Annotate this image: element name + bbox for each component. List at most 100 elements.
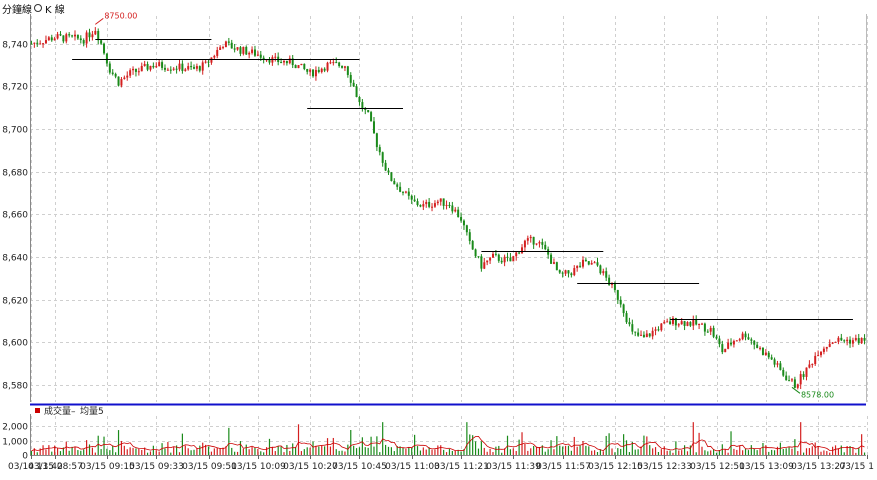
candle-body (649, 334, 651, 337)
candle-body (524, 241, 526, 248)
candle-body (814, 356, 816, 364)
candle-body (367, 110, 369, 112)
candle-body (849, 340, 851, 344)
high-marker-line (95, 18, 103, 24)
candle-body (559, 270, 561, 272)
candle-body (785, 376, 787, 381)
candle-body (509, 258, 511, 262)
candle-body (422, 204, 424, 206)
candle-body (181, 64, 183, 71)
candle-body (300, 64, 302, 65)
candle-body (408, 192, 410, 196)
candle-body (390, 173, 392, 181)
high-label: 8750.00 (104, 11, 137, 20)
candle-body (480, 256, 482, 268)
volume-legend-swatch (35, 408, 40, 413)
candle-body (425, 202, 427, 204)
candle-body (228, 41, 230, 42)
candle-body (42, 43, 44, 44)
candle-body (385, 163, 387, 171)
candle-body (774, 359, 776, 364)
candle-body (739, 339, 741, 340)
candle-body (791, 379, 793, 380)
average-legend-label: 均量5 (80, 405, 104, 417)
candle-body (173, 69, 175, 70)
candle-body (620, 300, 622, 305)
time-tick-label: 03/15 12:33 (637, 462, 692, 472)
candle-body (527, 238, 529, 241)
price-tick-label: 8,680 (2, 169, 28, 179)
candle-body (457, 210, 459, 217)
candle-body (83, 40, 85, 44)
candle-body (199, 66, 201, 71)
annotations: 8750.008578.00 (95, 11, 834, 399)
candle-body (329, 62, 331, 63)
candle-body (835, 342, 837, 343)
candle-body (254, 50, 256, 56)
time-tick-label: 03/15 10:09 (231, 462, 286, 472)
candle-body (30, 44, 32, 45)
low-marker-line (792, 387, 800, 393)
candle-body (358, 97, 360, 102)
candle-body (434, 203, 436, 207)
candle-body (826, 347, 828, 349)
candle-body (541, 242, 543, 245)
candle-body (837, 338, 839, 342)
candle-body (126, 76, 128, 78)
candle-body (655, 329, 657, 331)
candle-body (161, 62, 163, 68)
candle-body (556, 262, 558, 270)
candle-body (216, 50, 218, 56)
candle-body (341, 66, 343, 68)
candle-body (820, 352, 822, 355)
candle-body (45, 40, 47, 43)
candle-body (594, 262, 596, 263)
candle-body (562, 273, 564, 274)
candle-body (602, 271, 604, 273)
price-tick-label: 8,620 (2, 297, 28, 307)
candle-body (759, 348, 761, 349)
candle-body (33, 43, 35, 44)
price-axis: 8,7408,7208,7008,6808,6608,6408,6208,600… (2, 41, 28, 392)
candle-body (138, 71, 140, 72)
candle-body (669, 321, 671, 324)
candle-body (710, 328, 712, 332)
candle-body (599, 265, 601, 273)
price-tick-label: 8,580 (2, 382, 28, 392)
volume-legend: 成交量 – 均量5 (35, 405, 104, 417)
candle-body (350, 75, 352, 83)
candle-body (135, 69, 137, 72)
candle-body (672, 318, 674, 324)
candle-body (184, 69, 186, 71)
candle-body (318, 70, 320, 72)
time-tick-label: 03/15 11:03 (385, 462, 440, 472)
candle-body (846, 340, 848, 342)
candle-body (451, 206, 453, 212)
candle-body (344, 66, 346, 67)
candle-body (504, 257, 506, 262)
candle-body (65, 34, 67, 41)
candle-body (721, 344, 723, 352)
candle-body (483, 262, 485, 268)
candle-body (141, 66, 143, 71)
candle-body (382, 152, 384, 163)
candle-body (808, 364, 810, 367)
candle-body (727, 343, 729, 349)
candle-body (553, 262, 555, 264)
time-tick-label: 03/15 1 (839, 462, 874, 472)
candle-body (364, 109, 366, 110)
candle-body (54, 38, 56, 40)
candle-body (417, 201, 419, 205)
candle-body (762, 348, 764, 355)
candle-body (736, 340, 738, 341)
candle-body (707, 332, 709, 333)
candle-body (565, 270, 567, 273)
candle-body (469, 232, 471, 241)
candle-body (448, 205, 450, 206)
candle-body (80, 38, 82, 40)
price-tick-label: 8,640 (2, 254, 28, 264)
candle-body (405, 192, 407, 193)
candle-body (443, 198, 445, 205)
candle-body (626, 313, 628, 322)
candle-body (495, 254, 497, 255)
